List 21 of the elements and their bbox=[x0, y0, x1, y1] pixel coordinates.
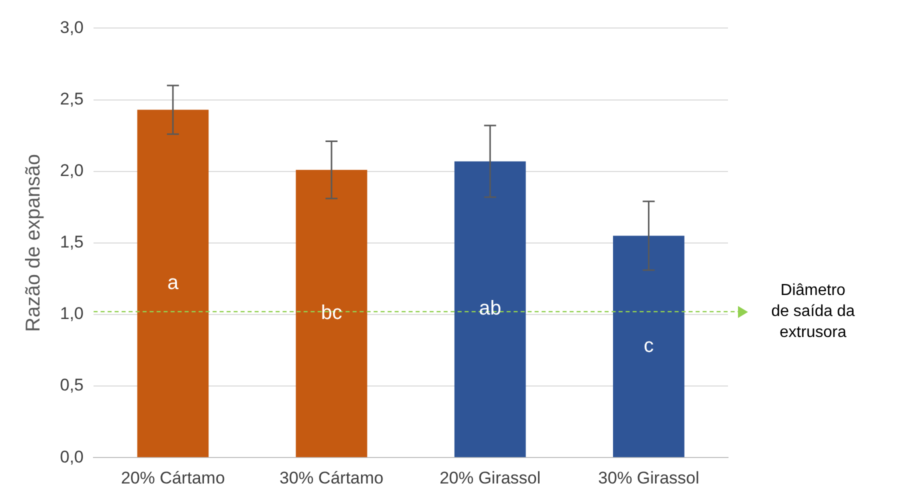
annotation: ab bbox=[478, 298, 502, 320]
y-tick-label: 1,5 bbox=[60, 232, 84, 252]
x-tick-label: 30% Cártamo bbox=[280, 468, 384, 488]
x-tick-label: 20% Cártamo bbox=[120, 468, 225, 488]
bar bbox=[454, 161, 526, 458]
y-tick-label: 1,0 bbox=[60, 304, 84, 324]
y-tick-label: 3,0 bbox=[60, 18, 84, 37]
annotation: c bbox=[644, 334, 654, 357]
y-tick-label: 0,5 bbox=[60, 376, 84, 395]
bar bbox=[296, 170, 368, 458]
annotation: bc bbox=[320, 302, 342, 324]
x-tick-label: 30% Girassol bbox=[598, 468, 700, 488]
bar bbox=[613, 236, 684, 458]
y-tick-label: 2,5 bbox=[60, 89, 84, 108]
y-axis-title: Razão de expansão bbox=[22, 154, 45, 332]
x-tick-label: 20% Girassol bbox=[440, 468, 541, 488]
y-tick-label: 0,0 bbox=[60, 447, 84, 466]
ref-line-label: Diâmetro de saída da extrusora bbox=[771, 282, 855, 342]
y-tick-label: 2,0 bbox=[60, 161, 84, 180]
bar bbox=[137, 110, 209, 458]
annotation: a bbox=[167, 272, 180, 294]
